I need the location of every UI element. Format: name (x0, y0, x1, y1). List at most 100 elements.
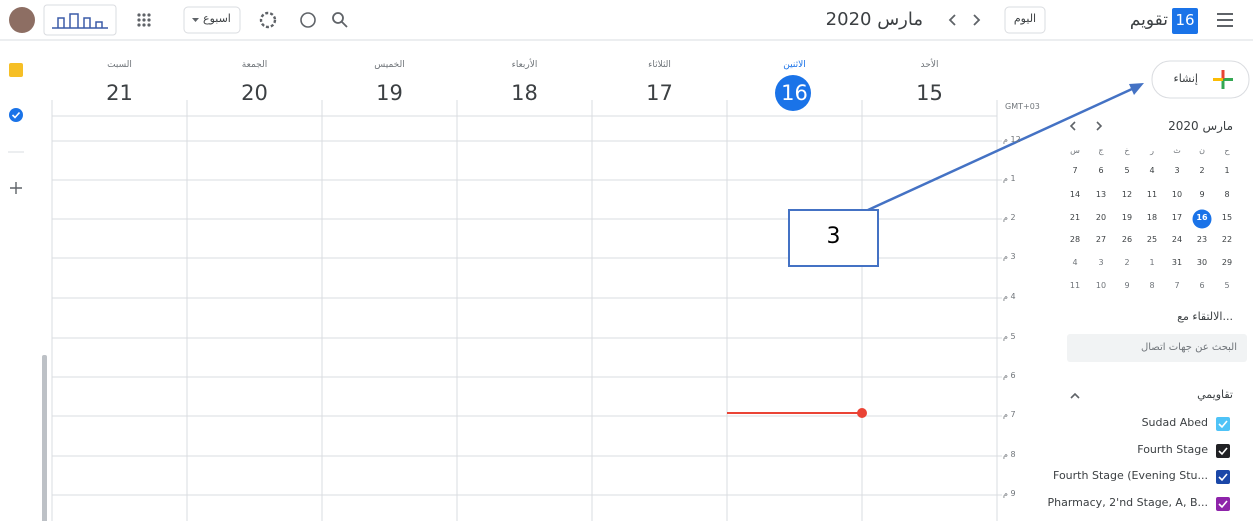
timezone: GMT+03 (1005, 102, 1040, 111)
mini-day[interactable]: 18 (1142, 213, 1162, 222)
mini-day[interactable]: 2 (1192, 166, 1212, 175)
calendar-name[interactable]: Fourth Stage (1137, 443, 1208, 456)
mini-day[interactable]: 3 (1091, 258, 1111, 267)
mini-day[interactable]: 9 (1192, 190, 1212, 199)
keep-icon[interactable] (9, 63, 23, 77)
app-name: تقويم (1130, 10, 1168, 30)
mini-day[interactable]: 21 (1065, 213, 1085, 222)
mini-day[interactable]: 1 (1217, 166, 1237, 175)
mini-weekday: ث (1167, 146, 1187, 155)
mini-weekday: ن (1192, 146, 1212, 155)
search-icon[interactable] (333, 13, 343, 23)
next-arrow[interactable] (974, 15, 979, 25)
mini-next[interactable] (1097, 122, 1101, 130)
day-name[interactable]: الثلاثاء (620, 60, 700, 70)
settings-icon[interactable] (261, 13, 275, 27)
avatar[interactable] (9, 7, 35, 33)
view-dropdown[interactable]: اسبوع (203, 12, 231, 25)
scrollbar[interactable] (42, 355, 47, 521)
mini-day[interactable]: 8 (1217, 190, 1237, 199)
calendar-checkbox[interactable] (1216, 470, 1230, 484)
day-number[interactable]: 18 (495, 81, 555, 105)
mini-day[interactable]: 16 (1192, 213, 1212, 222)
mini-day[interactable]: 11 (1065, 281, 1085, 290)
mini-day[interactable]: 10 (1167, 190, 1187, 199)
tasks-icon[interactable] (9, 108, 23, 122)
hour-label: 12 م (1003, 135, 1021, 144)
mini-day[interactable]: 10 (1091, 281, 1111, 290)
create-button-box[interactable] (1152, 61, 1249, 98)
mini-day[interactable]: 26 (1117, 235, 1137, 244)
day-name[interactable]: الجمعة (215, 60, 295, 70)
mini-day[interactable]: 31 (1167, 258, 1187, 267)
day-name[interactable]: الأربعاء (485, 60, 565, 70)
calendar-checkbox[interactable] (1216, 497, 1230, 511)
day-number[interactable]: 19 (360, 81, 420, 105)
day-number[interactable]: 21 (90, 81, 150, 105)
mini-day[interactable]: 15 (1217, 213, 1237, 222)
day-number[interactable]: 16 (765, 81, 825, 105)
calendar-name[interactable]: Pharmacy, 2'nd Stage, A, B... (1048, 496, 1209, 509)
day-name[interactable]: السبت (80, 60, 160, 70)
calendar-checkbox[interactable] (1216, 417, 1230, 431)
mini-prev[interactable] (1071, 122, 1075, 130)
day-number[interactable]: 17 (630, 81, 690, 105)
collapse-icon[interactable] (1071, 394, 1079, 398)
mini-day[interactable]: 4 (1142, 166, 1162, 175)
day-name[interactable]: الأحد (890, 60, 970, 70)
prev-arrow[interactable] (950, 15, 955, 25)
hour-label: 9 م (1003, 489, 1016, 498)
search-contacts[interactable]: البحث عن جهات اتصال (1141, 342, 1237, 353)
apps-icon[interactable] (137, 13, 150, 26)
mini-day[interactable]: 27 (1091, 235, 1111, 244)
mini-day[interactable]: 7 (1167, 281, 1187, 290)
mini-day[interactable]: 1 (1142, 258, 1162, 267)
day-number[interactable]: 20 (225, 81, 285, 105)
mini-day[interactable]: 6 (1192, 281, 1212, 290)
mini-day[interactable]: 14 (1065, 190, 1085, 199)
mini-day[interactable]: 3 (1167, 166, 1187, 175)
mini-day[interactable]: 17 (1167, 213, 1187, 222)
menu-icon[interactable] (1217, 14, 1233, 26)
calendar-name[interactable]: Sudad Abed (1142, 416, 1208, 429)
mini-day[interactable]: 13 (1091, 190, 1111, 199)
add-icon[interactable] (10, 182, 22, 194)
calendar-name[interactable]: Fourth Stage (Evening Stu... (1053, 469, 1208, 482)
day-name[interactable]: الخميس (350, 60, 430, 70)
create-button[interactable]: إنشاء (1174, 72, 1198, 85)
my-calendars-title: تقاويمي (1197, 388, 1233, 401)
day-name[interactable]: الاثنين (755, 60, 835, 70)
mini-day[interactable]: 6 (1091, 166, 1111, 175)
mini-day[interactable]: 28 (1065, 235, 1085, 244)
app-logo-day: 16 (1172, 11, 1198, 29)
hour-label: 6 م (1003, 371, 1016, 380)
mini-day[interactable]: 23 (1192, 235, 1212, 244)
mini-day[interactable]: 5 (1217, 281, 1237, 290)
page: Calendar {"header":{"menu_icon":"≡","log… (0, 0, 1253, 521)
hour-label: 2 م (1003, 213, 1016, 222)
mini-day[interactable]: 8 (1142, 281, 1162, 290)
mini-day[interactable]: 30 (1192, 258, 1212, 267)
mini-day[interactable]: 22 (1217, 235, 1237, 244)
mini-day[interactable]: 12 (1117, 190, 1137, 199)
annotation-label: 3 (789, 224, 878, 249)
day-number[interactable]: 15 (900, 81, 960, 105)
today-button[interactable]: اليوم (1005, 12, 1045, 25)
hour-label: 8 م (1003, 450, 1016, 459)
mini-day[interactable]: 29 (1217, 258, 1237, 267)
mini-day[interactable]: 4 (1065, 258, 1085, 267)
mini-day[interactable]: 19 (1117, 213, 1137, 222)
mini-day[interactable]: 2 (1117, 258, 1137, 267)
mini-day[interactable]: 11 (1142, 190, 1162, 199)
mini-day[interactable]: 7 (1065, 166, 1085, 175)
mini-day[interactable]: 20 (1091, 213, 1111, 222)
mini-day[interactable]: 5 (1117, 166, 1137, 175)
calendar-checkbox[interactable] (1216, 444, 1230, 458)
mini-weekday: ر (1142, 146, 1162, 155)
mini-day[interactable]: 25 (1142, 235, 1162, 244)
org-logo[interactable] (44, 5, 116, 35)
mini-weekday: خ (1117, 146, 1137, 155)
mini-day[interactable]: 24 (1167, 235, 1187, 244)
help-icon[interactable] (301, 13, 315, 27)
mini-day[interactable]: 9 (1117, 281, 1137, 290)
